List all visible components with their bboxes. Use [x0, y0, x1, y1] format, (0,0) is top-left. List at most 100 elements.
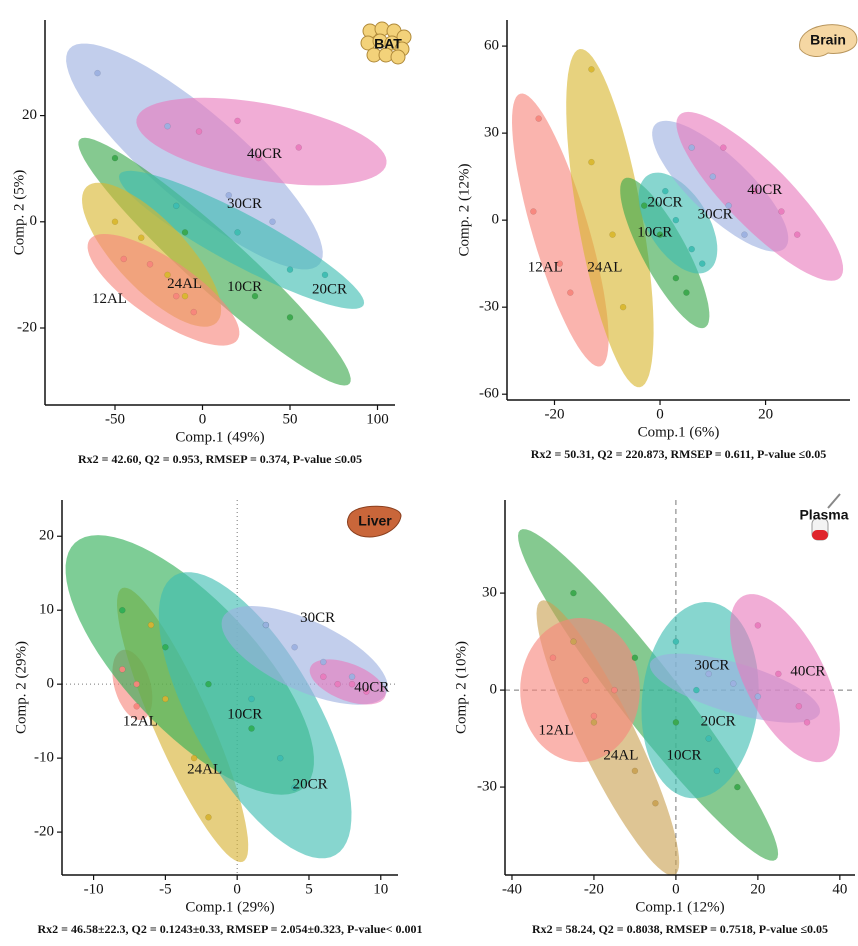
score-point — [530, 208, 537, 215]
score-point — [588, 158, 595, 166]
score-point — [164, 122, 171, 130]
tissue-icon: Liver — [347, 505, 402, 538]
group-label: 20CR — [701, 714, 736, 730]
x-tick-label: -5 — [159, 881, 172, 897]
score-point — [320, 673, 327, 681]
score-point — [570, 589, 577, 597]
y-tick-label: 20 — [39, 528, 54, 544]
group-label: 30CR — [227, 196, 262, 212]
score-point — [173, 202, 180, 210]
score-point — [248, 725, 255, 732]
score-point — [205, 680, 212, 688]
score-point — [720, 144, 727, 151]
model-stats: Rx2 = 50.31, Q2 = 220.873, RMSEP = 0.611… — [531, 447, 826, 461]
group-label: 24AL — [603, 747, 638, 763]
group-label: 40CR — [247, 146, 282, 162]
confidence-ellipse — [87, 234, 240, 346]
y-tick-label: -20 — [34, 824, 54, 840]
icon-shape — [347, 505, 402, 538]
score-point — [590, 719, 598, 726]
tissue-label: Brain — [810, 32, 846, 48]
score-point — [582, 677, 589, 684]
group-label: 12AL — [123, 713, 158, 729]
score-point — [709, 173, 717, 180]
score-point — [286, 266, 294, 273]
score-point — [741, 231, 748, 238]
score-point — [334, 680, 341, 688]
x-tick-label: 100 — [366, 411, 389, 427]
score-point — [262, 621, 270, 629]
score-point — [549, 654, 557, 662]
group-label: 20CR — [647, 194, 682, 210]
score-point — [363, 688, 370, 695]
score-point — [133, 680, 140, 688]
score-point — [248, 695, 255, 703]
y-tick-label: -30 — [479, 299, 499, 315]
y-tick-label: 0 — [47, 676, 55, 692]
score-point — [693, 686, 700, 694]
score-point — [775, 670, 782, 678]
y-tick-label: -20 — [17, 319, 37, 335]
x-tick-label: -20 — [544, 406, 564, 422]
group-label: 10CR — [227, 706, 262, 722]
y-tick-label: 20 — [22, 107, 37, 123]
x-tick-label: 5 — [305, 881, 313, 897]
tissue-label: BAT — [374, 36, 402, 52]
score-point — [713, 767, 721, 775]
score-point — [146, 261, 154, 268]
group-label: 24AL — [167, 276, 202, 292]
score-point — [672, 719, 680, 726]
y-tick-label: -30 — [477, 779, 497, 795]
score-point — [631, 654, 639, 662]
model-stats: Rx2 = 42.60, Q2 = 0.953, RMSEP = 0.374, … — [78, 452, 362, 466]
x-tick-label: 10 — [373, 881, 388, 897]
score-point — [688, 245, 695, 253]
group-label: 12AL — [528, 259, 563, 275]
score-point — [162, 695, 169, 703]
score-point — [255, 154, 262, 162]
score-point — [803, 719, 811, 726]
group-label: 30CR — [694, 658, 729, 674]
y-tick-label: 0 — [492, 212, 500, 228]
score-point — [688, 144, 695, 151]
score-point — [640, 202, 648, 209]
confidence-ellipse — [730, 594, 840, 763]
score-point — [269, 218, 276, 226]
panel: 12AL 24AL 10CR 20CR 30CR 40CR -20 0 20 -60 -30 0 30 6… — [456, 20, 858, 461]
score-point — [730, 680, 737, 687]
score-point — [181, 292, 189, 300]
icon-shape — [812, 530, 828, 540]
score-point — [619, 303, 627, 311]
score-point — [672, 274, 680, 282]
x-tick-label: -20 — [584, 881, 604, 897]
score-point — [705, 735, 712, 742]
group-label: 12AL — [539, 723, 574, 739]
confidence-ellipse — [158, 572, 352, 859]
score-point — [705, 670, 712, 678]
group-label: 12AL — [92, 291, 127, 307]
y-tick-label: 0 — [490, 682, 498, 698]
score-point — [751, 187, 759, 195]
y-axis-label: Comp. 2 (10%) — [453, 641, 469, 734]
x-tick-label: -50 — [105, 411, 125, 427]
score-point — [698, 260, 706, 267]
score-point — [631, 767, 639, 775]
score-point — [120, 255, 127, 263]
y-tick-label: 0 — [30, 213, 38, 229]
y-tick-label: -60 — [479, 386, 499, 402]
score-point — [234, 229, 241, 236]
score-point — [320, 658, 327, 666]
score-point — [111, 154, 119, 162]
score-point — [119, 606, 126, 614]
score-point — [590, 712, 598, 720]
y-tick-label: 30 — [484, 125, 499, 141]
x-axis-label: Comp.1 (12%) — [635, 899, 724, 915]
confidence-ellipse — [119, 170, 365, 309]
score-point — [683, 289, 690, 296]
confidence-ellipse — [520, 618, 640, 763]
x-axis-label: Comp.1 (29%) — [185, 899, 274, 915]
confidence-ellipse — [512, 93, 609, 367]
score-point — [173, 292, 180, 300]
x-tick-label: 0 — [199, 411, 207, 427]
